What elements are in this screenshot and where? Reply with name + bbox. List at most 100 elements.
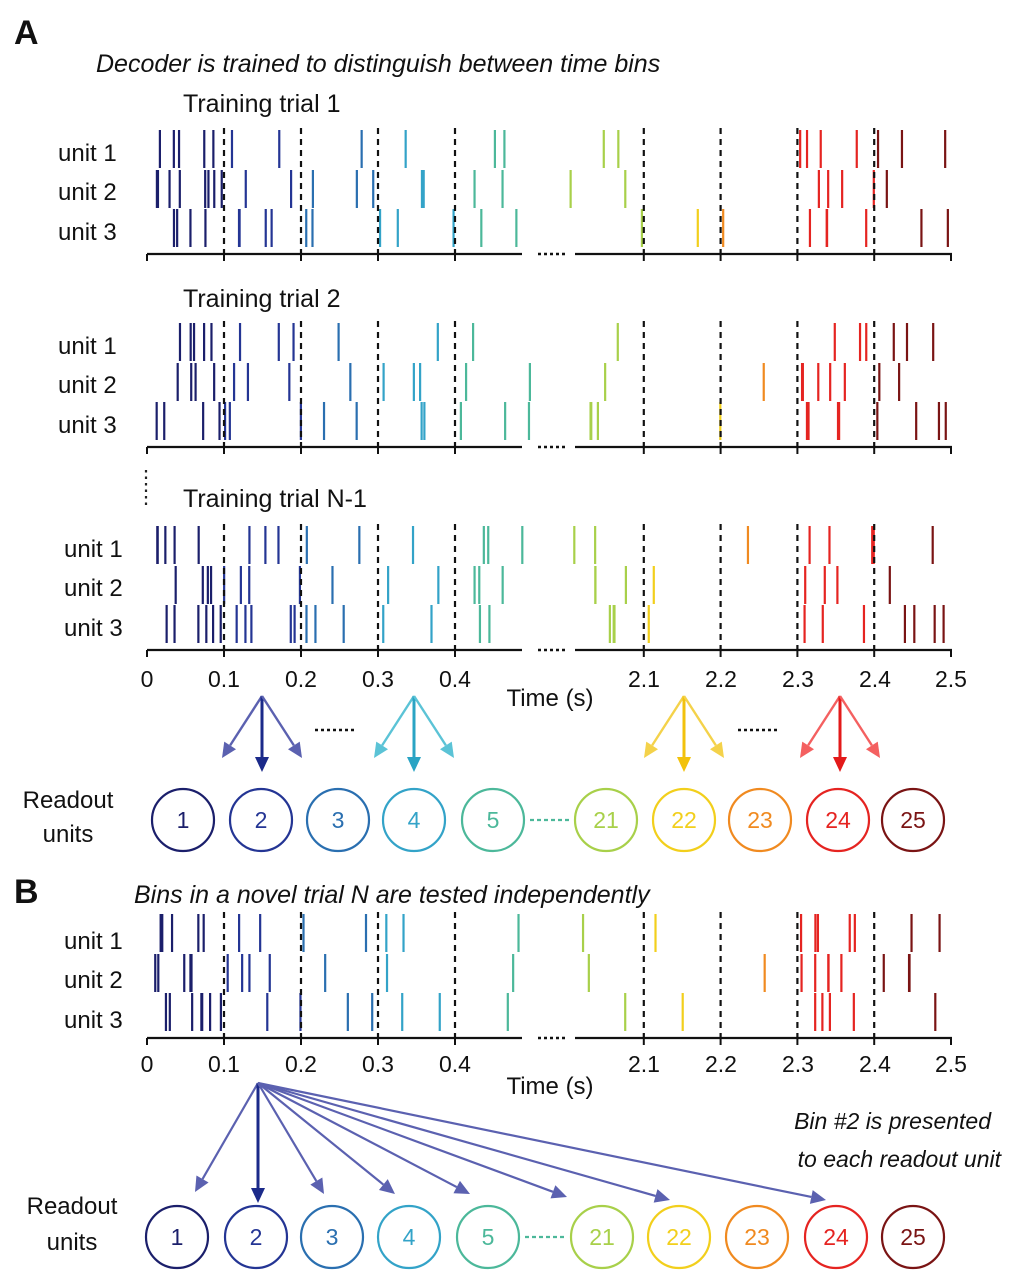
raster-training-trial-2: [146, 321, 952, 454]
axis-b-ticks: 0 0.1 0.2 0.3 0.4 2.1 2.2 2.3 2.4 2.5: [141, 1051, 967, 1077]
readout-label-b-line2: units: [47, 1229, 98, 1256]
readout-arrow-head: [709, 741, 724, 758]
readout-number: 5: [482, 1224, 495, 1250]
readout-circle: [724, 1204, 790, 1270]
readout-arrow-head: [255, 757, 269, 772]
unit-label: unit 3: [58, 219, 117, 246]
readout-unit-3: 3: [305, 787, 371, 853]
raster-novel-trial-n: [146, 912, 952, 1045]
readout-arrow-head: [439, 741, 454, 758]
readout-arrow-head: [800, 741, 815, 758]
readout-number: 23: [747, 807, 773, 833]
tick-label: 2.5: [935, 1051, 967, 1077]
unit-label: unit 3: [58, 412, 117, 439]
readout-arrow-head: [407, 757, 421, 772]
readout-unit-5: 5: [455, 1204, 521, 1270]
readout-units-a: 1 2 3 4 5 21 22 23 24 25: [150, 787, 946, 853]
readout-unit-4: 4: [381, 787, 447, 853]
raster-training-trial-n1: [146, 524, 952, 657]
readout-label-a-line1: Readout: [23, 787, 114, 814]
readout-unit-23: 23: [724, 1204, 790, 1270]
tick-label: 0.4: [439, 1051, 471, 1077]
panel-a-caption: Decoder is trained to distinguish betwee…: [96, 50, 660, 78]
readout-unit-22: 22: [646, 1204, 712, 1270]
tick-label: 2.4: [859, 666, 891, 692]
trial-n1-unit-labels: unit 1 unit 2 unit 3: [64, 536, 123, 642]
tick-label: 2.3: [782, 1051, 814, 1077]
readout-circle: [880, 787, 946, 853]
trial-2-title: Training trial 2: [183, 285, 340, 313]
unit-label: unit 1: [58, 333, 117, 360]
readout-circle: [805, 787, 871, 853]
readout-number: 4: [403, 1224, 416, 1250]
axis-a-ticks: 0 0.1 0.2 0.3 0.4 2.1 2.2 2.3 2.4 2.5: [141, 666, 967, 692]
unit-label: unit 2: [58, 179, 117, 206]
readout-number: 23: [744, 1224, 770, 1250]
readout-arrow: [260, 695, 295, 747]
readout-unit-2: 2: [228, 787, 294, 853]
panel-b-arrows: [195, 1081, 826, 1204]
readout-circle: [305, 787, 371, 853]
readout-unit-1: 1: [150, 787, 216, 853]
axis-b-label: Time (s): [506, 1073, 593, 1100]
readout-label-a-line2: units: [43, 821, 94, 848]
readout-label-b-line1: Readout: [27, 1193, 118, 1220]
readout-circle: [228, 787, 294, 853]
readout-unit-3: 3: [299, 1204, 365, 1270]
readout-unit-21: 21: [569, 1204, 635, 1270]
tick-label: 2.2: [705, 1051, 737, 1077]
readout-arrow: [257, 1082, 385, 1186]
readout-number: 25: [900, 1224, 926, 1250]
tick-label: 0.4: [439, 666, 471, 692]
readout-arrow: [201, 1082, 259, 1180]
unit-label: unit 1: [64, 536, 123, 563]
readout-number: 4: [408, 807, 421, 833]
readout-number: 1: [171, 1224, 184, 1250]
tick-label: 0.1: [208, 1051, 240, 1077]
trial-1-title: Training trial 1: [183, 90, 340, 118]
readout-number: 22: [671, 807, 697, 833]
tick-label: 2.1: [628, 1051, 660, 1077]
tick-label: 2.1: [628, 666, 660, 692]
readout-arrow-head: [550, 1185, 567, 1199]
readout-arrow: [257, 1081, 554, 1193]
trial-2-unit-labels: unit 1 unit 2 unit 3: [58, 333, 117, 439]
readout-number: 22: [666, 1224, 692, 1250]
readout-circle: [299, 1204, 365, 1270]
readout-unit-25: 25: [880, 1204, 946, 1270]
panel-b-note-line2: to each readout unit: [798, 1146, 1003, 1172]
readout-arrow: [257, 1082, 318, 1182]
readout-circle: [455, 1204, 521, 1270]
readout-number: 3: [332, 807, 345, 833]
readout-arrow: [807, 695, 842, 747]
readout-number: 2: [255, 807, 268, 833]
tick-label: 2.4: [859, 1051, 891, 1077]
tick-label: 0.1: [208, 666, 240, 692]
panel-b-letter: B: [14, 873, 39, 911]
readout-circle: [880, 1204, 946, 1270]
readout-arrow-head: [865, 741, 880, 758]
tick-label: 2.5: [935, 666, 967, 692]
readout-arrow-head: [222, 741, 237, 758]
readout-arrow: [257, 1081, 656, 1197]
panel-a-arrows: [222, 695, 880, 772]
panel-b-note-line1: Bin #2 is presented: [794, 1108, 992, 1134]
readout-arrow-head: [378, 1179, 395, 1194]
readout-arrow-head: [653, 1189, 670, 1203]
readout-unit-24: 24: [805, 787, 871, 853]
readout-number: 24: [825, 807, 851, 833]
readout-arrow-head: [287, 741, 302, 758]
readout-unit-24: 24: [803, 1204, 869, 1270]
trial-1-unit-labels: unit 1 unit 2 unit 3: [58, 140, 117, 246]
readout-unit-1: 1: [144, 1204, 210, 1270]
unit-label: unit 2: [58, 372, 117, 399]
readout-number: 1: [177, 807, 190, 833]
readout-unit-5: 5: [460, 787, 526, 853]
readout-arrow-head: [833, 757, 847, 772]
readout-unit-22: 22: [651, 787, 717, 853]
readout-arrow: [682, 695, 717, 747]
readout-number: 3: [326, 1224, 339, 1250]
tick-label: 0: [141, 666, 154, 692]
readout-unit-2: 2: [223, 1204, 289, 1270]
unit-label: unit 3: [64, 1007, 123, 1034]
